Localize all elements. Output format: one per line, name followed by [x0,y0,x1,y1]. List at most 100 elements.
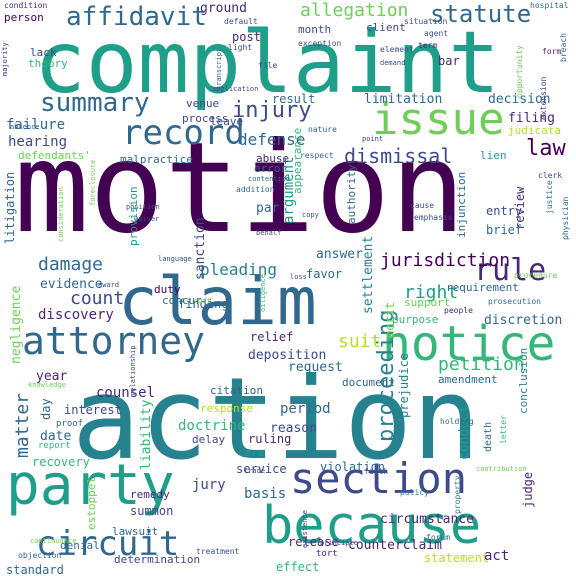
word: suit [338,331,382,352]
word: year [36,369,68,384]
word: action [72,353,481,485]
word: error [254,162,288,175]
word: rule [474,253,547,288]
word: duty [154,283,181,296]
word: treatment [196,547,240,556]
word: violation [320,460,386,474]
word: relief [250,330,294,344]
word: count [70,288,125,309]
word: because [262,496,482,556]
word: amendment [438,373,498,386]
word: judge [521,471,535,508]
word: release [288,535,339,549]
word: default [224,17,258,26]
word: consideration [57,187,65,242]
word: emphasis [414,213,453,222]
word: litigation [3,171,17,244]
word: party [6,453,175,518]
word: process [182,112,229,125]
word: prosecution [488,297,541,306]
word: response [200,402,253,415]
word: summon [130,504,174,518]
word: agent [424,29,449,38]
word: act [484,548,510,564]
word: interest [64,403,122,417]
word: contention [248,175,291,183]
word: negligence [9,285,24,364]
word: demand [380,59,406,67]
word: post [232,30,261,44]
word: lien [480,149,507,162]
word: physician [561,196,570,240]
word: appearance [291,127,304,194]
word: client [366,21,406,34]
word: justice [545,180,554,214]
word: ruling [248,432,292,446]
word: estoppel [85,477,98,530]
word: knowledge [28,381,66,389]
word: motion [14,116,466,261]
word: doctrine [178,418,246,434]
word: brief [486,223,523,237]
word: statute [430,0,532,28]
word: exception [298,39,342,48]
word: statement [424,551,490,565]
word: tort [316,549,338,559]
word: sanction [193,217,208,280]
word: judicata [508,124,561,137]
word: foreclosure [89,159,97,206]
word: cost [194,297,211,305]
word: transcript [215,47,223,90]
word: favor [306,267,343,281]
word: diligence [259,274,267,312]
word: element [380,45,414,54]
word: pleading [200,260,278,279]
word: person [4,11,44,24]
word: claim [118,263,317,340]
word: forum [426,533,451,542]
word: recovery [32,455,90,469]
word: affidavit [66,2,207,32]
word: day [39,398,53,420]
word: notice [382,316,556,372]
word: form [542,47,562,56]
word: period [280,401,331,417]
word: circumstance [380,512,474,527]
word: answer [316,247,363,262]
word: position [126,203,160,211]
word: conclusion [517,347,530,414]
word: procedure [514,271,558,280]
word: finding [178,297,229,311]
word: majority [1,42,9,76]
word: condition [4,1,48,10]
word: reason [270,421,317,436]
word: application [212,85,259,93]
word: leave [210,115,244,128]
word: existence [301,510,309,548]
word: situation [404,17,448,26]
word: proof [56,419,84,429]
word: clerk [538,171,563,180]
word: injunction [455,171,468,238]
word: cause [410,201,435,210]
word: settlement [361,235,376,314]
word: result [272,92,316,106]
word: right [404,282,459,303]
word: jurisdiction [380,250,511,271]
word: service [236,462,287,476]
word: standard [6,563,64,576]
word: hospital [530,1,569,10]
word: requirement [446,281,519,294]
word: record [122,113,245,153]
word: basis [244,486,287,502]
word: evidence [40,277,103,292]
word: matter [12,392,33,458]
word: jury [192,477,226,493]
word: lawsuit [112,525,159,538]
word: damage [38,254,104,275]
word: concur [162,294,202,307]
word: venue [186,97,220,110]
word: decision [488,92,551,107]
word: injury [232,98,312,123]
